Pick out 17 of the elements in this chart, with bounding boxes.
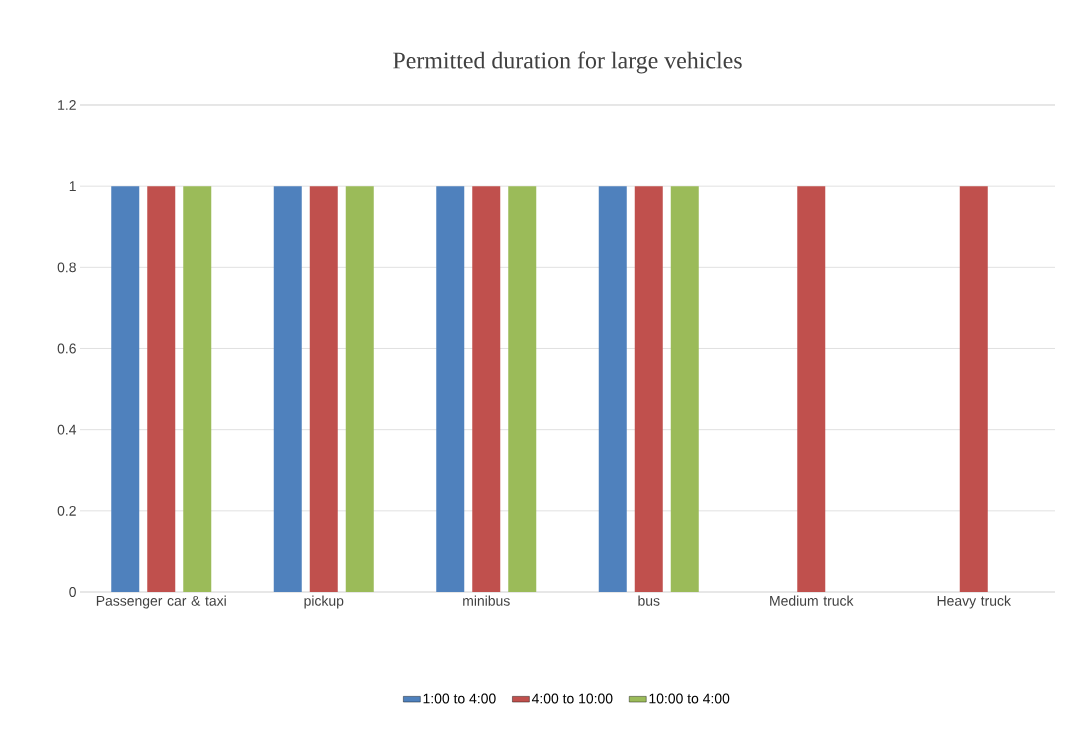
x-tick-label: pickup xyxy=(304,595,344,609)
x-tick-label: Medium truck xyxy=(770,595,854,606)
y-tick-label: 0 xyxy=(69,587,76,597)
y-tick-label: 0.4 xyxy=(57,424,77,435)
x-tick-label: Passenger car & taxi xyxy=(96,595,226,609)
y-tick-label: 1 xyxy=(69,181,76,191)
legend-label: 4:00 to 10:00 xyxy=(531,693,613,704)
y-tick-label: 1.2 xyxy=(58,100,76,110)
x-tick-label: Heavy truck xyxy=(937,595,1011,609)
legend-label: 1:00 to 4:00 xyxy=(423,693,496,704)
legend-label: 10:00 to 4:00 xyxy=(649,693,730,704)
y-tick-label: 0.6 xyxy=(57,343,76,354)
x-tick-label: minibus xyxy=(463,595,510,606)
y-tick-label: 0.2 xyxy=(57,505,76,516)
y-tick-label: 0.8 xyxy=(57,262,76,273)
chart-title: Permitted duration for large vehicles xyxy=(393,51,742,74)
x-tick-label: bus xyxy=(638,595,660,606)
